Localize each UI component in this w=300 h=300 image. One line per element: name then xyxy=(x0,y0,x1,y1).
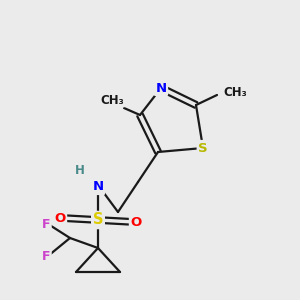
Text: H: H xyxy=(75,164,85,178)
Text: N: N xyxy=(92,181,104,194)
Text: CH₃: CH₃ xyxy=(100,94,124,106)
Text: S: S xyxy=(93,212,103,227)
Text: S: S xyxy=(198,142,208,154)
Text: F: F xyxy=(42,218,50,230)
Text: CH₃: CH₃ xyxy=(223,85,247,98)
Text: N: N xyxy=(155,82,167,94)
Text: O: O xyxy=(54,212,66,224)
Text: O: O xyxy=(130,215,142,229)
Text: F: F xyxy=(42,250,50,262)
